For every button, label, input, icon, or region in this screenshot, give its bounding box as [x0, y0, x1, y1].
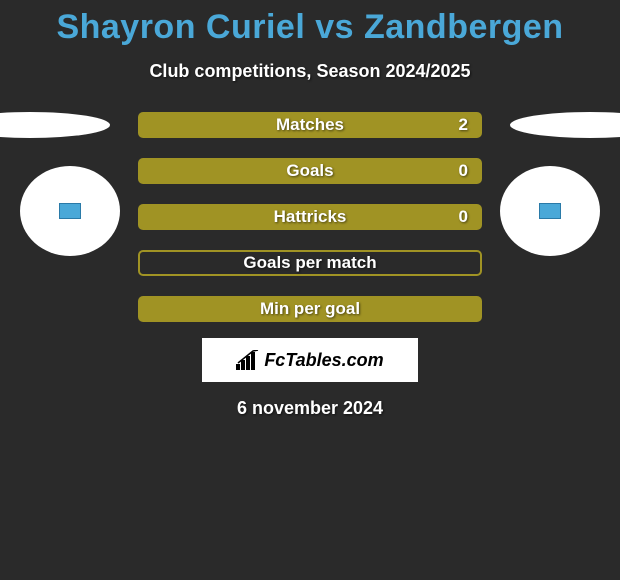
subtitle: Club competitions, Season 2024/2025 — [0, 61, 620, 82]
stat-bars: Matches 2 Goals 0 Hattricks 0 Goals per … — [138, 112, 482, 322]
content-area: Matches 2 Goals 0 Hattricks 0 Goals per … — [0, 112, 620, 419]
stat-label: Matches — [276, 115, 344, 135]
right-ellipse-decor — [510, 112, 620, 138]
left-ellipse-decor — [0, 112, 110, 138]
bars-icon — [236, 350, 260, 370]
brand-text: FcTables.com — [264, 350, 383, 371]
stats-card: Shayron Curiel vs Zandbergen Club compet… — [0, 0, 620, 580]
stat-value: 2 — [459, 115, 468, 135]
footer-date: 6 november 2024 — [0, 398, 620, 419]
stat-value: 0 — [459, 161, 468, 181]
stat-label: Goals — [286, 161, 333, 181]
brand-box: FcTables.com — [202, 338, 418, 382]
left-placeholder-icon — [59, 203, 81, 219]
right-placeholder-icon — [539, 203, 561, 219]
stat-label: Hattricks — [274, 207, 347, 227]
stat-bar-matches: Matches 2 — [138, 112, 482, 138]
stat-bar-goals: Goals 0 — [138, 158, 482, 184]
left-player-circle — [20, 166, 120, 256]
stat-value: 0 — [459, 207, 468, 227]
stat-label: Goals per match — [243, 253, 376, 273]
stat-bar-goals-per-match: Goals per match — [138, 250, 482, 276]
stat-bar-hattricks: Hattricks 0 — [138, 204, 482, 230]
right-player-circle — [500, 166, 600, 256]
page-title: Shayron Curiel vs Zandbergen — [0, 0, 620, 47]
stat-bar-min-per-goal: Min per goal — [138, 296, 482, 322]
stat-label: Min per goal — [260, 299, 360, 319]
